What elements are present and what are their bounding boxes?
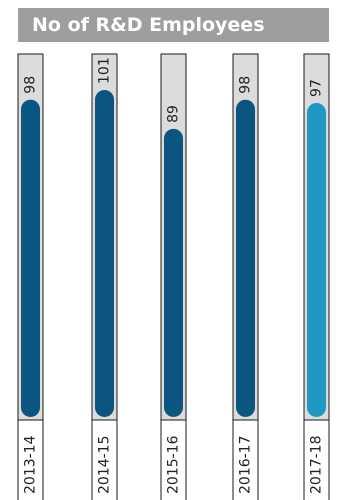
chart-title: No of R&D Employees bbox=[18, 8, 329, 42]
bar-column-2017-18: 97 2017-18 bbox=[303, 53, 330, 500]
category-label: 2015-16 bbox=[166, 435, 182, 494]
value-label: 101 bbox=[97, 57, 113, 84]
value-label: 98 bbox=[23, 76, 39, 94]
bar bbox=[95, 90, 114, 417]
bar-column-2015-16: 89 2015-16 bbox=[160, 53, 187, 500]
category-label: 2017-18 bbox=[309, 436, 325, 495]
category-label-box bbox=[91, 419, 118, 500]
category-label: 2013-14 bbox=[23, 435, 39, 494]
bar bbox=[164, 128, 183, 417]
category-label: 2016-17 bbox=[238, 436, 254, 495]
value-label: 89 bbox=[166, 105, 182, 123]
bar bbox=[21, 99, 40, 418]
category-label-box bbox=[160, 419, 187, 500]
bar-column-2014-15: 101 2014-15 bbox=[91, 53, 118, 500]
bar-column-2016-17: 98 2016-17 bbox=[232, 53, 259, 500]
category-label: 2014-15 bbox=[97, 436, 113, 495]
value-label: 97 bbox=[309, 79, 325, 97]
category-label-box bbox=[17, 419, 44, 500]
value-label: 98 bbox=[238, 76, 254, 94]
category-label-box bbox=[232, 419, 259, 500]
category-label-box bbox=[303, 419, 330, 500]
bar bbox=[236, 99, 255, 418]
bar bbox=[307, 102, 326, 417]
bar-column-2013-14: 98 2013-14 bbox=[17, 53, 44, 500]
